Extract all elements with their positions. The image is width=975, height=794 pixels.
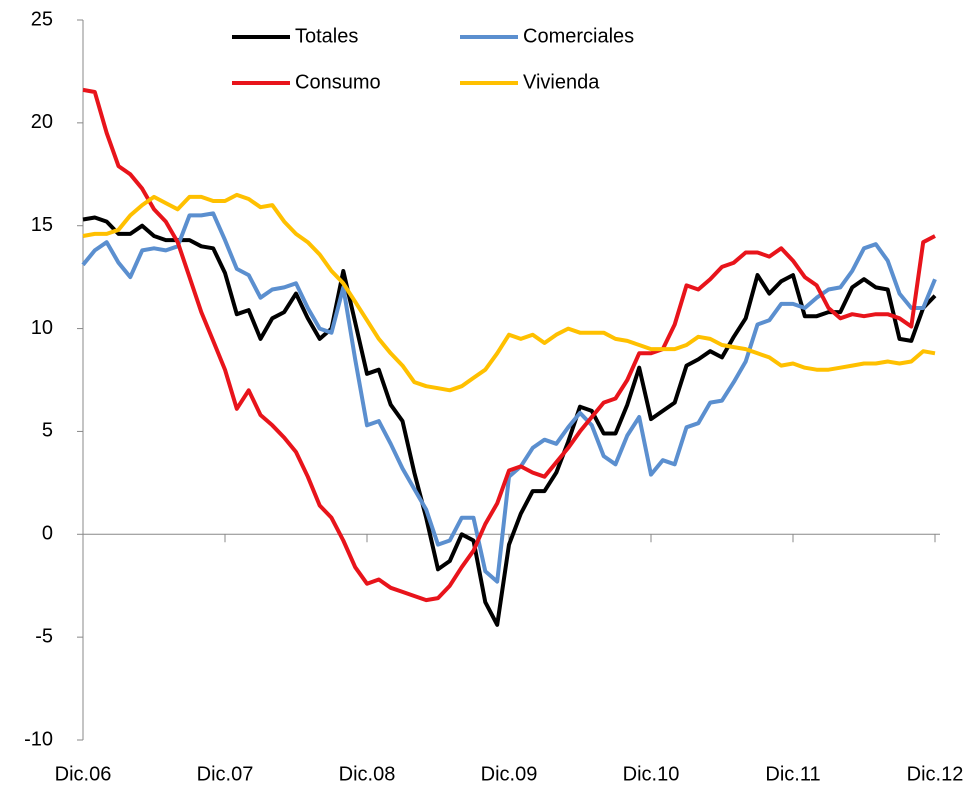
series-line: [82, 192, 936, 393]
x-tick-label: Dic.07: [197, 763, 254, 785]
y-tick-label: -5: [35, 625, 53, 647]
legend-label: Consumo: [295, 71, 381, 93]
x-tick-label: Dic.09: [481, 763, 538, 785]
y-tick-label: 5: [42, 420, 53, 442]
legend-label: Comerciales: [523, 25, 634, 47]
y-tick-label: 25: [31, 8, 53, 30]
series-line: [81, 211, 937, 584]
y-tick-label: 20: [31, 111, 53, 133]
x-tick-label: Dic.08: [339, 763, 396, 785]
x-tick-label: Dic.11: [765, 763, 820, 785]
legend-label: Totales: [295, 25, 358, 47]
series-line: [82, 215, 937, 627]
x-tick-label: Dic.10: [623, 763, 680, 785]
x-tick-label: Dic.06: [55, 763, 112, 785]
x-tick-label: Dic.12: [907, 763, 964, 785]
y-tick-label: -10: [24, 728, 53, 750]
series-line: [82, 87, 936, 603]
y-tick-label: 15: [31, 214, 53, 236]
legend-label: Vivienda: [523, 71, 600, 93]
y-tick-label: 0: [42, 523, 53, 545]
y-tick-label: 10: [31, 317, 53, 339]
